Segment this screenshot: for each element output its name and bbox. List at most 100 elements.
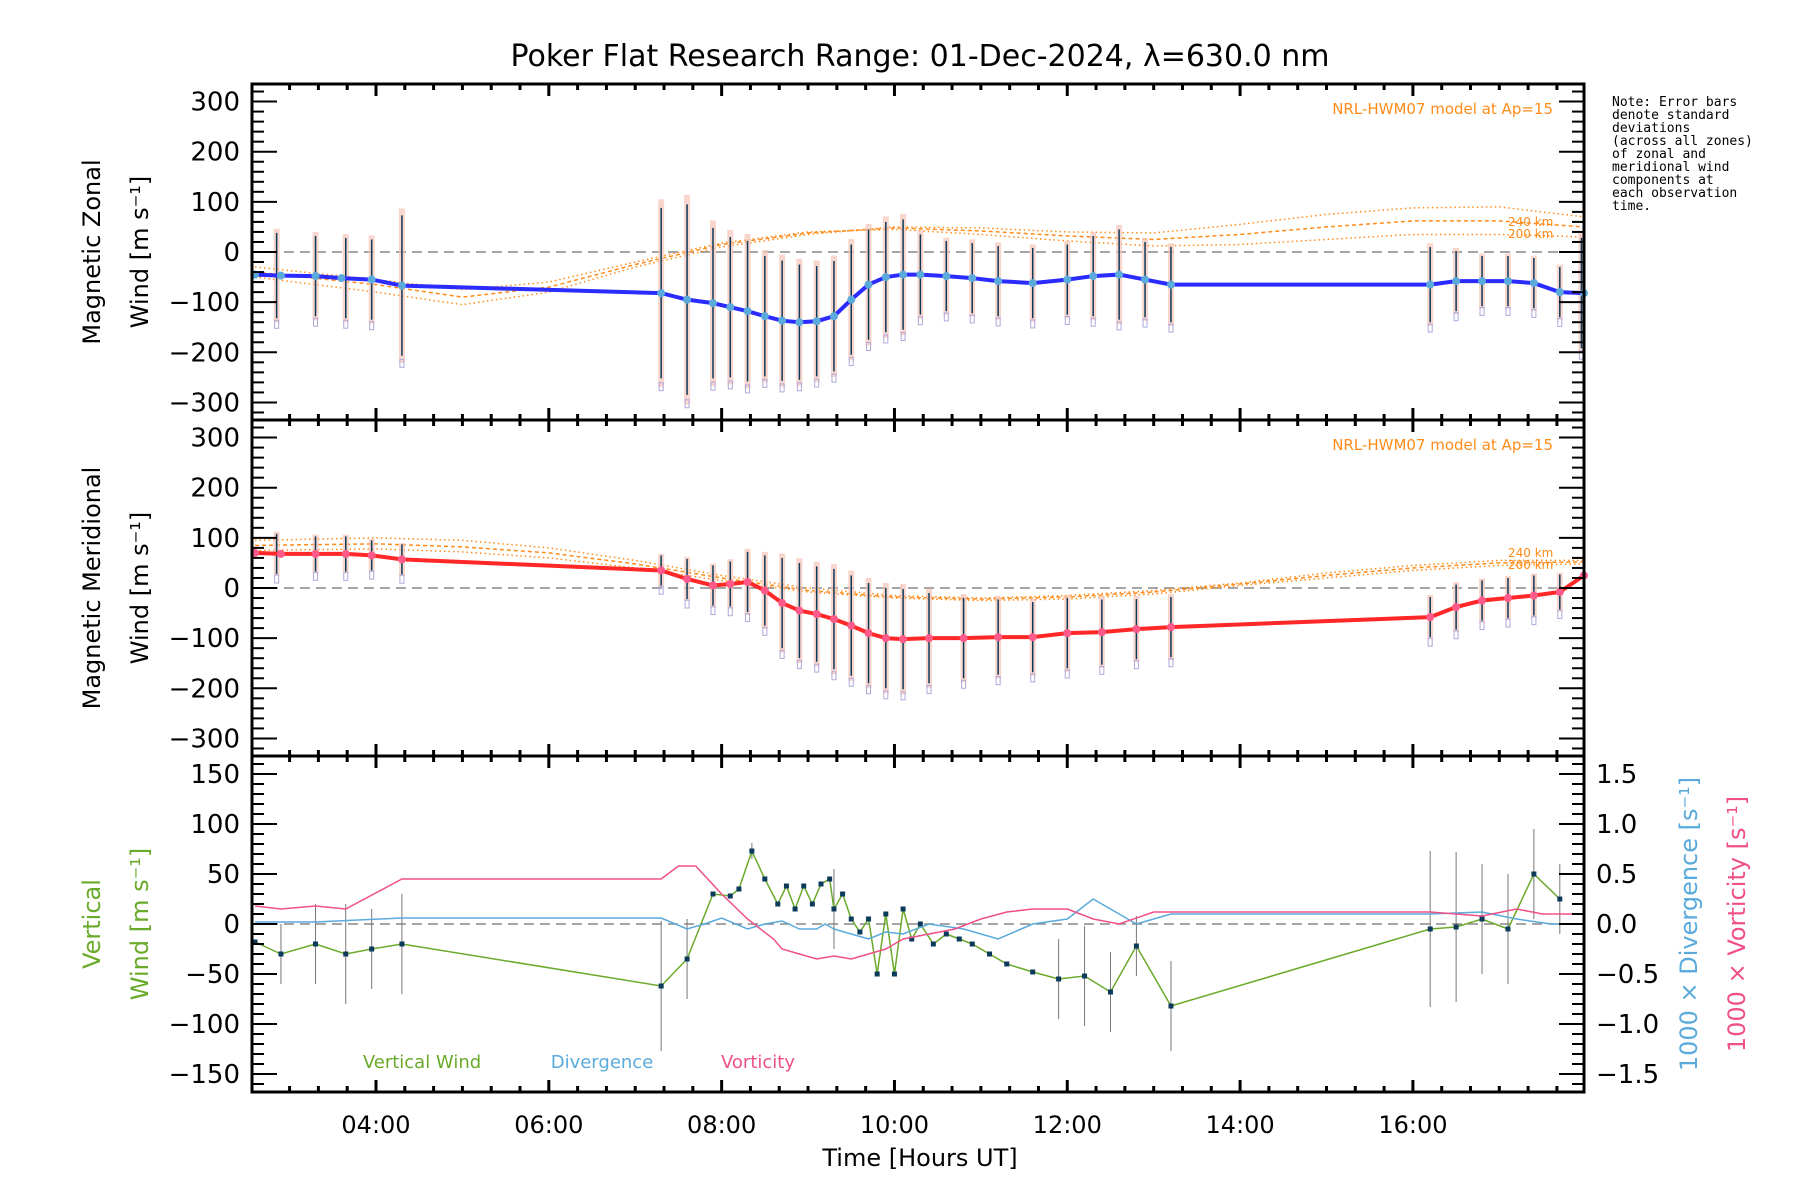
series-line-vorticity <box>254 865 1584 960</box>
zone-point <box>658 585 664 595</box>
zone-point <box>343 571 349 581</box>
data-point <box>683 574 692 583</box>
zone-point <box>995 317 1001 327</box>
data-point <box>743 577 752 586</box>
data-point <box>864 629 873 638</box>
data-point <box>994 633 1003 642</box>
data-point <box>847 295 856 304</box>
data-point <box>1097 628 1106 637</box>
data-point <box>795 606 804 615</box>
y-tick-label: 200 <box>190 138 240 168</box>
model-alt-label-240: 240 km <box>1508 215 1553 229</box>
legend-item-vorticity: Vorticity <box>721 1052 795 1073</box>
zone-point <box>831 671 837 681</box>
data-point <box>1555 288 1564 297</box>
x-tick-label: 06:00 <box>514 1111 583 1139</box>
x-tick-label: 16:00 <box>1378 1111 1447 1139</box>
zone-point <box>900 691 906 701</box>
data-point <box>969 941 975 947</box>
data-point <box>916 270 925 279</box>
y-tick-label: −300 <box>169 724 240 754</box>
data-point <box>369 946 375 952</box>
x-tick-label: 14:00 <box>1206 1111 1275 1139</box>
data-point <box>727 893 733 899</box>
data-point <box>1503 277 1512 286</box>
zone-point <box>831 373 837 383</box>
zone-point <box>1453 312 1459 322</box>
data-point <box>1063 275 1072 284</box>
y-tick-label: 100 <box>190 810 240 840</box>
zone-point <box>1064 315 1070 325</box>
y-tick-label: 0 <box>223 238 240 268</box>
zone-point <box>1505 306 1511 316</box>
data-point <box>956 936 962 942</box>
data-point <box>1452 603 1461 612</box>
zone-point <box>762 378 768 388</box>
zone-point <box>866 342 872 352</box>
data-point <box>783 883 789 889</box>
zone-point <box>796 382 802 392</box>
data-point <box>760 586 769 595</box>
data-point <box>710 891 716 897</box>
panel-zonal <box>250 82 1588 422</box>
series-line-vertical-wind <box>254 848 1561 1007</box>
data-point <box>762 876 768 882</box>
data-point <box>881 634 890 643</box>
x-tick-label: 04:00 <box>341 1111 410 1139</box>
data-point <box>311 272 320 281</box>
data-point <box>1004 961 1010 967</box>
series-line-divergence <box>255 898 1584 940</box>
data-point <box>840 891 846 897</box>
zone-point <box>313 317 319 327</box>
y-tick-label: 50 <box>207 860 240 890</box>
data-point <box>1166 280 1175 289</box>
data-point <box>313 941 319 947</box>
data-point <box>367 551 376 560</box>
data-point <box>792 906 798 912</box>
y-right-tick-label: 0.5 <box>1596 860 1637 890</box>
y-axis-label-line2: Wind [m s⁻¹] <box>126 848 154 1000</box>
zone-point <box>796 660 802 670</box>
zone-point <box>848 357 854 367</box>
y-tick-label: −100 <box>169 288 240 318</box>
zone-point <box>1116 321 1122 331</box>
data-point <box>311 549 320 558</box>
zone-point <box>684 599 690 609</box>
data-point <box>337 274 346 283</box>
data-point <box>968 274 977 283</box>
model-alt-label-200: 200 km <box>1508 558 1553 572</box>
zone-point <box>1557 609 1563 619</box>
data-point <box>1529 591 1538 600</box>
zone-point <box>1531 616 1537 626</box>
model-line-1 <box>254 206 1585 306</box>
data-point <box>276 271 285 280</box>
zone-point <box>399 574 405 584</box>
zone-point <box>762 626 768 636</box>
data-point <box>343 951 349 957</box>
model-label: NRL-HWM07 model at Ap=15 <box>1332 100 1553 118</box>
y-tick-label: −200 <box>169 674 240 704</box>
zone-point <box>779 383 785 393</box>
data-point <box>812 610 821 619</box>
data-point <box>657 289 666 298</box>
data-point <box>818 881 824 887</box>
x-tick-label: 12:00 <box>1033 1111 1102 1139</box>
x-tick-label: 10:00 <box>860 1111 929 1139</box>
y-right-label-vorticity: 1000 × Vorticity [s⁻¹] <box>1723 796 1751 1052</box>
x-axis-label: Time [Hours UT] <box>821 1144 1017 1172</box>
zone-point <box>1142 318 1148 328</box>
zone-point <box>1064 669 1070 679</box>
zone-point <box>745 613 751 623</box>
y-right-tick-label: 1.0 <box>1596 810 1637 840</box>
data-point <box>1030 969 1036 975</box>
data-point <box>930 941 936 947</box>
zone-point <box>1090 317 1096 327</box>
data-point <box>857 929 863 935</box>
zone-point <box>1505 618 1511 628</box>
y-axis-label-line1: Magnetic Zonal <box>78 159 106 344</box>
data-point <box>848 916 854 922</box>
data-point <box>943 931 949 937</box>
data-point <box>812 317 821 326</box>
y-tick-label: 200 <box>190 474 240 504</box>
data-point <box>925 634 934 643</box>
